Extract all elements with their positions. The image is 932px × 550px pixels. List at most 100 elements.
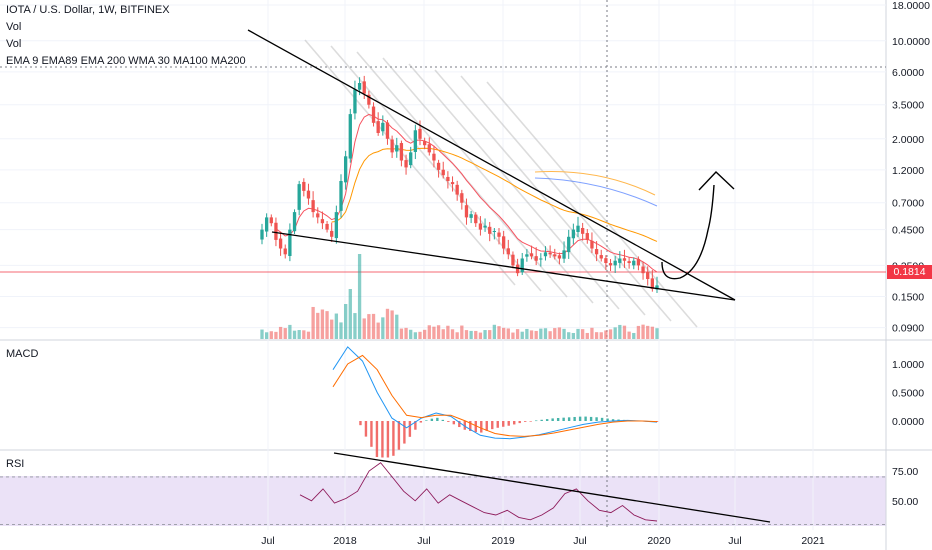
candle-body (325, 223, 329, 230)
rsi-pane-label[interactable]: RSI (6, 458, 25, 470)
candle-body (381, 122, 385, 132)
time-tick-label: 2021 (801, 535, 825, 547)
volume-bar (455, 332, 459, 339)
candle-body (450, 182, 455, 185)
macd-line (332, 346, 658, 440)
volume-bar (288, 324, 292, 339)
macd-pane-label[interactable]: MACD (6, 348, 39, 360)
macd-histogram-bar (375, 421, 379, 458)
volume-bar (330, 319, 334, 339)
candle-body (367, 94, 371, 105)
volume-bar (376, 322, 380, 339)
macd-histogram-bar (524, 421, 527, 422)
channel-line (460, 75, 672, 322)
candle-body (576, 225, 580, 232)
volume-bar (381, 317, 385, 339)
ma-200-line (534, 177, 658, 207)
rsi-band (0, 476, 886, 526)
candle-body (608, 263, 613, 266)
study-vol-2[interactable]: Vol (6, 38, 22, 50)
volume-bar (646, 325, 650, 339)
candle-body (525, 254, 529, 257)
candle-body (655, 285, 659, 290)
price-tick-label: 0.7000 (892, 198, 924, 210)
candle-body (580, 227, 585, 234)
macd-histogram-bar (491, 421, 494, 430)
volume-bar (297, 330, 301, 339)
channel-line (382, 57, 594, 304)
last-price-tag: 0.1814 (887, 265, 932, 279)
macd-histogram-bar (392, 421, 395, 456)
candle-body (553, 254, 557, 257)
candle-body (497, 232, 501, 237)
time-tick-label: 2019 (491, 535, 515, 547)
price-tick-label: 0.0900 (892, 323, 924, 335)
volume-bar (390, 310, 394, 339)
candle-body (422, 141, 427, 146)
volume-bar (260, 329, 264, 339)
candle-body (399, 143, 404, 161)
volume-bar (320, 309, 325, 339)
macd-tick-label: 0.5000 (892, 388, 924, 400)
volume-bar (576, 328, 580, 339)
macd-histogram-bar (595, 417, 598, 421)
candle-body (506, 248, 510, 255)
study-moving-averages[interactable]: EMA 9 EMA89 EMA 200 WMA 30 MA100 MA200 (6, 55, 246, 67)
candle-body (288, 229, 292, 256)
macd-histogram-bar (584, 416, 587, 421)
volume-bar (367, 314, 371, 339)
candle-body (594, 249, 599, 255)
volume-bar (506, 328, 510, 339)
volume-bar (604, 330, 608, 339)
candle-body (390, 139, 394, 153)
candle-body (446, 176, 450, 181)
macd-histogram-bar (403, 421, 406, 444)
candle-body (385, 122, 390, 139)
candle-body (413, 130, 418, 152)
candle-body (483, 225, 487, 228)
signal-line (332, 354, 658, 437)
candle-body (492, 230, 497, 232)
candle-body (311, 200, 315, 213)
macd-histogram-bar (469, 421, 472, 432)
candle-body (464, 205, 469, 218)
volume-bar (594, 332, 599, 339)
volume-bar (311, 306, 315, 339)
volume-bar (478, 332, 483, 339)
volume-bar (515, 329, 520, 339)
candle-body (348, 114, 352, 159)
price-tick-label: 18.0000 (892, 0, 930, 12)
candle-body (636, 259, 641, 266)
candle-body (548, 252, 552, 255)
volume-bar (292, 330, 297, 339)
volume-bar (474, 330, 478, 339)
macd-histogram-bar (441, 419, 445, 421)
candle-body (515, 264, 520, 274)
macd-histogram-bar (611, 419, 615, 421)
candle-body (395, 145, 399, 152)
volume-bar (464, 330, 469, 339)
volume-bar (274, 331, 278, 339)
price-tick-label: 10.0000 (892, 36, 930, 48)
volume-bar (585, 332, 589, 339)
volume-bar (525, 328, 529, 339)
candle-body (316, 213, 320, 218)
candle-body (585, 233, 589, 240)
price-tick-label: 3.5000 (892, 100, 924, 112)
candle-body (501, 236, 506, 249)
candle-body (306, 190, 311, 199)
volume-bar (302, 330, 306, 339)
candle-body (376, 121, 380, 133)
volume-bar (427, 325, 431, 339)
study-vol-1[interactable]: Vol (6, 21, 22, 33)
price-tick-label: 0.1500 (892, 292, 924, 304)
volume-bar (553, 328, 557, 339)
candle-body (539, 258, 543, 260)
price-tick-label: 6.0000 (892, 67, 924, 79)
candle-body (543, 252, 548, 257)
candle-body (557, 255, 562, 259)
volume-bar (436, 325, 441, 339)
rsi-tick-label: 50.00 (892, 496, 918, 508)
macd-histogram-bar (436, 417, 439, 421)
